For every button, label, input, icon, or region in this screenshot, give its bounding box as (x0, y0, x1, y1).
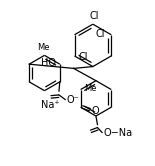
Text: O⁻: O⁻ (67, 95, 80, 105)
Text: Cl: Cl (78, 52, 88, 62)
Text: Me: Me (38, 42, 50, 51)
Text: Cl: Cl (96, 29, 105, 39)
Text: Na⁺: Na⁺ (41, 100, 60, 110)
Text: O: O (92, 106, 99, 116)
Text: HO: HO (41, 58, 56, 68)
Text: O−Na: O−Na (103, 128, 132, 138)
Text: Me: Me (84, 84, 97, 93)
Text: Cl: Cl (90, 11, 99, 21)
